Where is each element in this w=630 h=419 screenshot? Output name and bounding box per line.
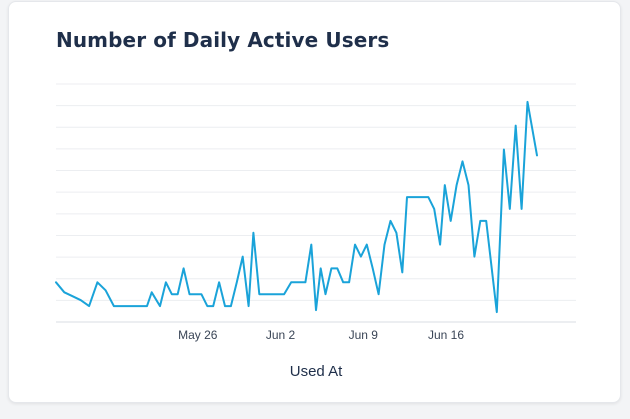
line-chart: May 26 Jun 2 Jun 9 Jun 16 Used At xyxy=(55,83,576,380)
x-axis-title: Used At xyxy=(290,363,343,380)
x-tick-label: May 26 xyxy=(178,328,218,342)
series-line xyxy=(55,100,538,314)
x-tick-label: Jun 2 xyxy=(266,328,296,342)
chart-card: Number of Daily Active Users May 26 Jun 2… xyxy=(8,1,621,403)
gridlines xyxy=(56,83,576,301)
chart-title: Number of Daily Active Users xyxy=(56,28,390,52)
x-tick-label: Jun 9 xyxy=(349,328,379,342)
x-tick-labels: May 26 Jun 2 Jun 9 Jun 16 xyxy=(178,328,464,342)
x-tick-label: Jun 16 xyxy=(428,328,464,342)
